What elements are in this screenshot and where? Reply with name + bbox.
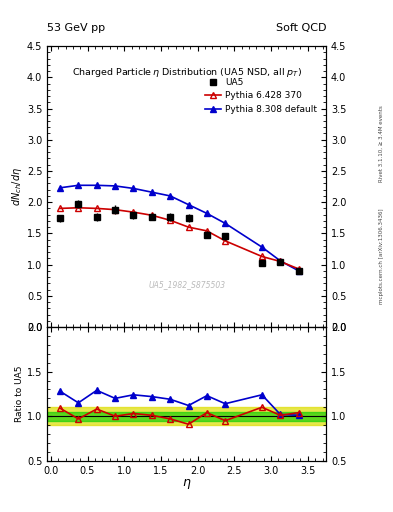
Y-axis label: $dN_{ch}/d\eta$: $dN_{ch}/d\eta$	[10, 167, 24, 206]
Text: 53 GeV pp: 53 GeV pp	[47, 23, 105, 33]
Legend: UA5, Pythia 6.428 370, Pythia 8.308 default: UA5, Pythia 6.428 370, Pythia 8.308 defa…	[204, 76, 319, 116]
Text: Rivet 3.1.10, ≥ 3.4M events: Rivet 3.1.10, ≥ 3.4M events	[379, 105, 384, 182]
Text: UA5_1982_S875503: UA5_1982_S875503	[148, 281, 225, 289]
Text: Charged Particle$\,\eta$ Distribution (UA5 NSD, all $p_T$): Charged Particle$\,\eta$ Distribution (U…	[72, 66, 302, 79]
Bar	[47, 412, 326, 421]
Bar	[47, 407, 326, 425]
X-axis label: $\eta$: $\eta$	[182, 477, 191, 491]
Y-axis label: Ratio to UA5: Ratio to UA5	[15, 366, 24, 422]
Text: Soft QCD: Soft QCD	[276, 23, 326, 33]
Text: mcplots.cern.ch [arXiv:1306.3436]: mcplots.cern.ch [arXiv:1306.3436]	[379, 208, 384, 304]
